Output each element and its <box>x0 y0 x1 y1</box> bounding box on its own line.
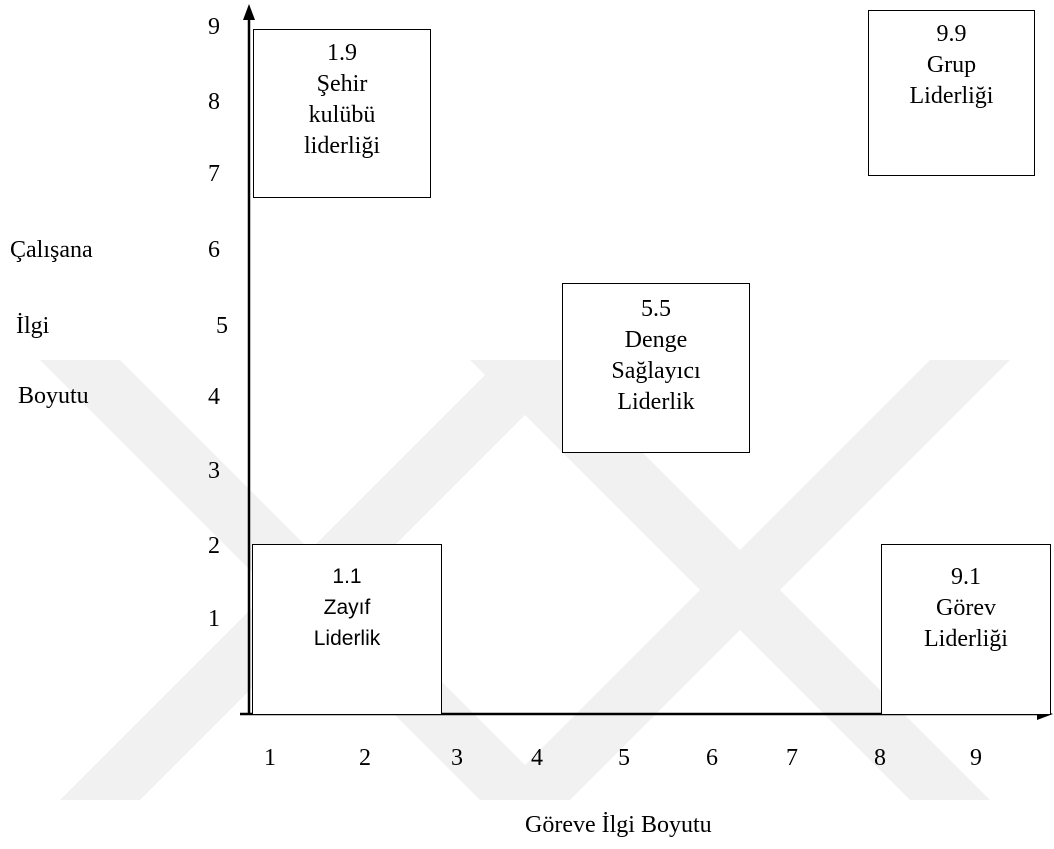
y-tick-7: 7 <box>208 161 220 187</box>
box-country-club-leadership: 1.9 Şehir kulübü liderliği <box>253 29 431 198</box>
x-tick-3: 3 <box>451 745 463 771</box>
y-tick-4: 4 <box>208 384 220 410</box>
y-tick-9: 9 <box>208 14 220 40</box>
x-tick-5: 5 <box>618 745 630 771</box>
x-tick-2: 2 <box>359 745 371 771</box>
box-text-line: Liderliği <box>909 83 994 109</box>
y-axis-arrow <box>243 4 255 20</box>
x-tick-7: 7 <box>786 745 798 771</box>
box-team-leadership: 9.9 Grup Liderliği <box>868 10 1035 176</box>
x-tick-6: 6 <box>706 745 718 771</box>
y-tick-1: 1 <box>208 606 220 632</box>
box-code: 1.1 <box>332 565 362 588</box>
box-task-leadership: 9.1 Görev Liderliği <box>881 544 1051 715</box>
y-tick-6: 6 <box>208 237 220 263</box>
y-axis-label-line-3: Boyutu <box>18 383 89 409</box>
box-code: 5.5 <box>641 296 671 322</box>
y-axis-label-line-1: Çalışana <box>10 237 93 263</box>
box-text-line: Grup <box>926 52 977 78</box>
x-tick-9: 9 <box>970 745 982 771</box>
x-axis-label: Göreve İlgi Boyutu <box>525 812 712 838</box>
y-axis-label-line-2: İlgi <box>16 313 50 339</box>
box-code: 1.9 <box>327 40 357 66</box>
box-text-line: Liderliği <box>924 626 1008 652</box>
box-text-line: liderliği <box>304 133 380 159</box>
box-text-line: Sağlayıcı <box>611 358 701 384</box>
box-middle-of-road-leadership: 5.5 Denge Sağlayıcı Liderlik <box>562 283 750 453</box>
box-text-line: Denge <box>624 327 688 353</box>
box-impoverished-leadership: 1.1 Zayıf Liderlik <box>252 544 442 715</box>
box-text-line: Liderlik <box>313 627 381 650</box>
box-text-line: kulübü <box>308 102 376 128</box>
box-text-line: Görev <box>936 595 996 621</box>
box-code: 9.9 <box>936 21 967 47</box>
box-text-line: Şehir <box>316 71 368 97</box>
y-tick-3: 3 <box>208 458 220 484</box>
box-text-line: Liderlik <box>617 389 695 415</box>
box-text-line: Zayıf <box>323 596 371 619</box>
y-tick-2: 2 <box>208 533 220 559</box>
x-tick-8: 8 <box>874 745 886 771</box>
box-code: 9.1 <box>951 564 981 590</box>
y-tick-5: 5 <box>216 313 228 339</box>
y-tick-8: 8 <box>208 89 220 115</box>
x-tick-4: 4 <box>531 745 543 771</box>
x-tick-1: 1 <box>264 745 276 771</box>
